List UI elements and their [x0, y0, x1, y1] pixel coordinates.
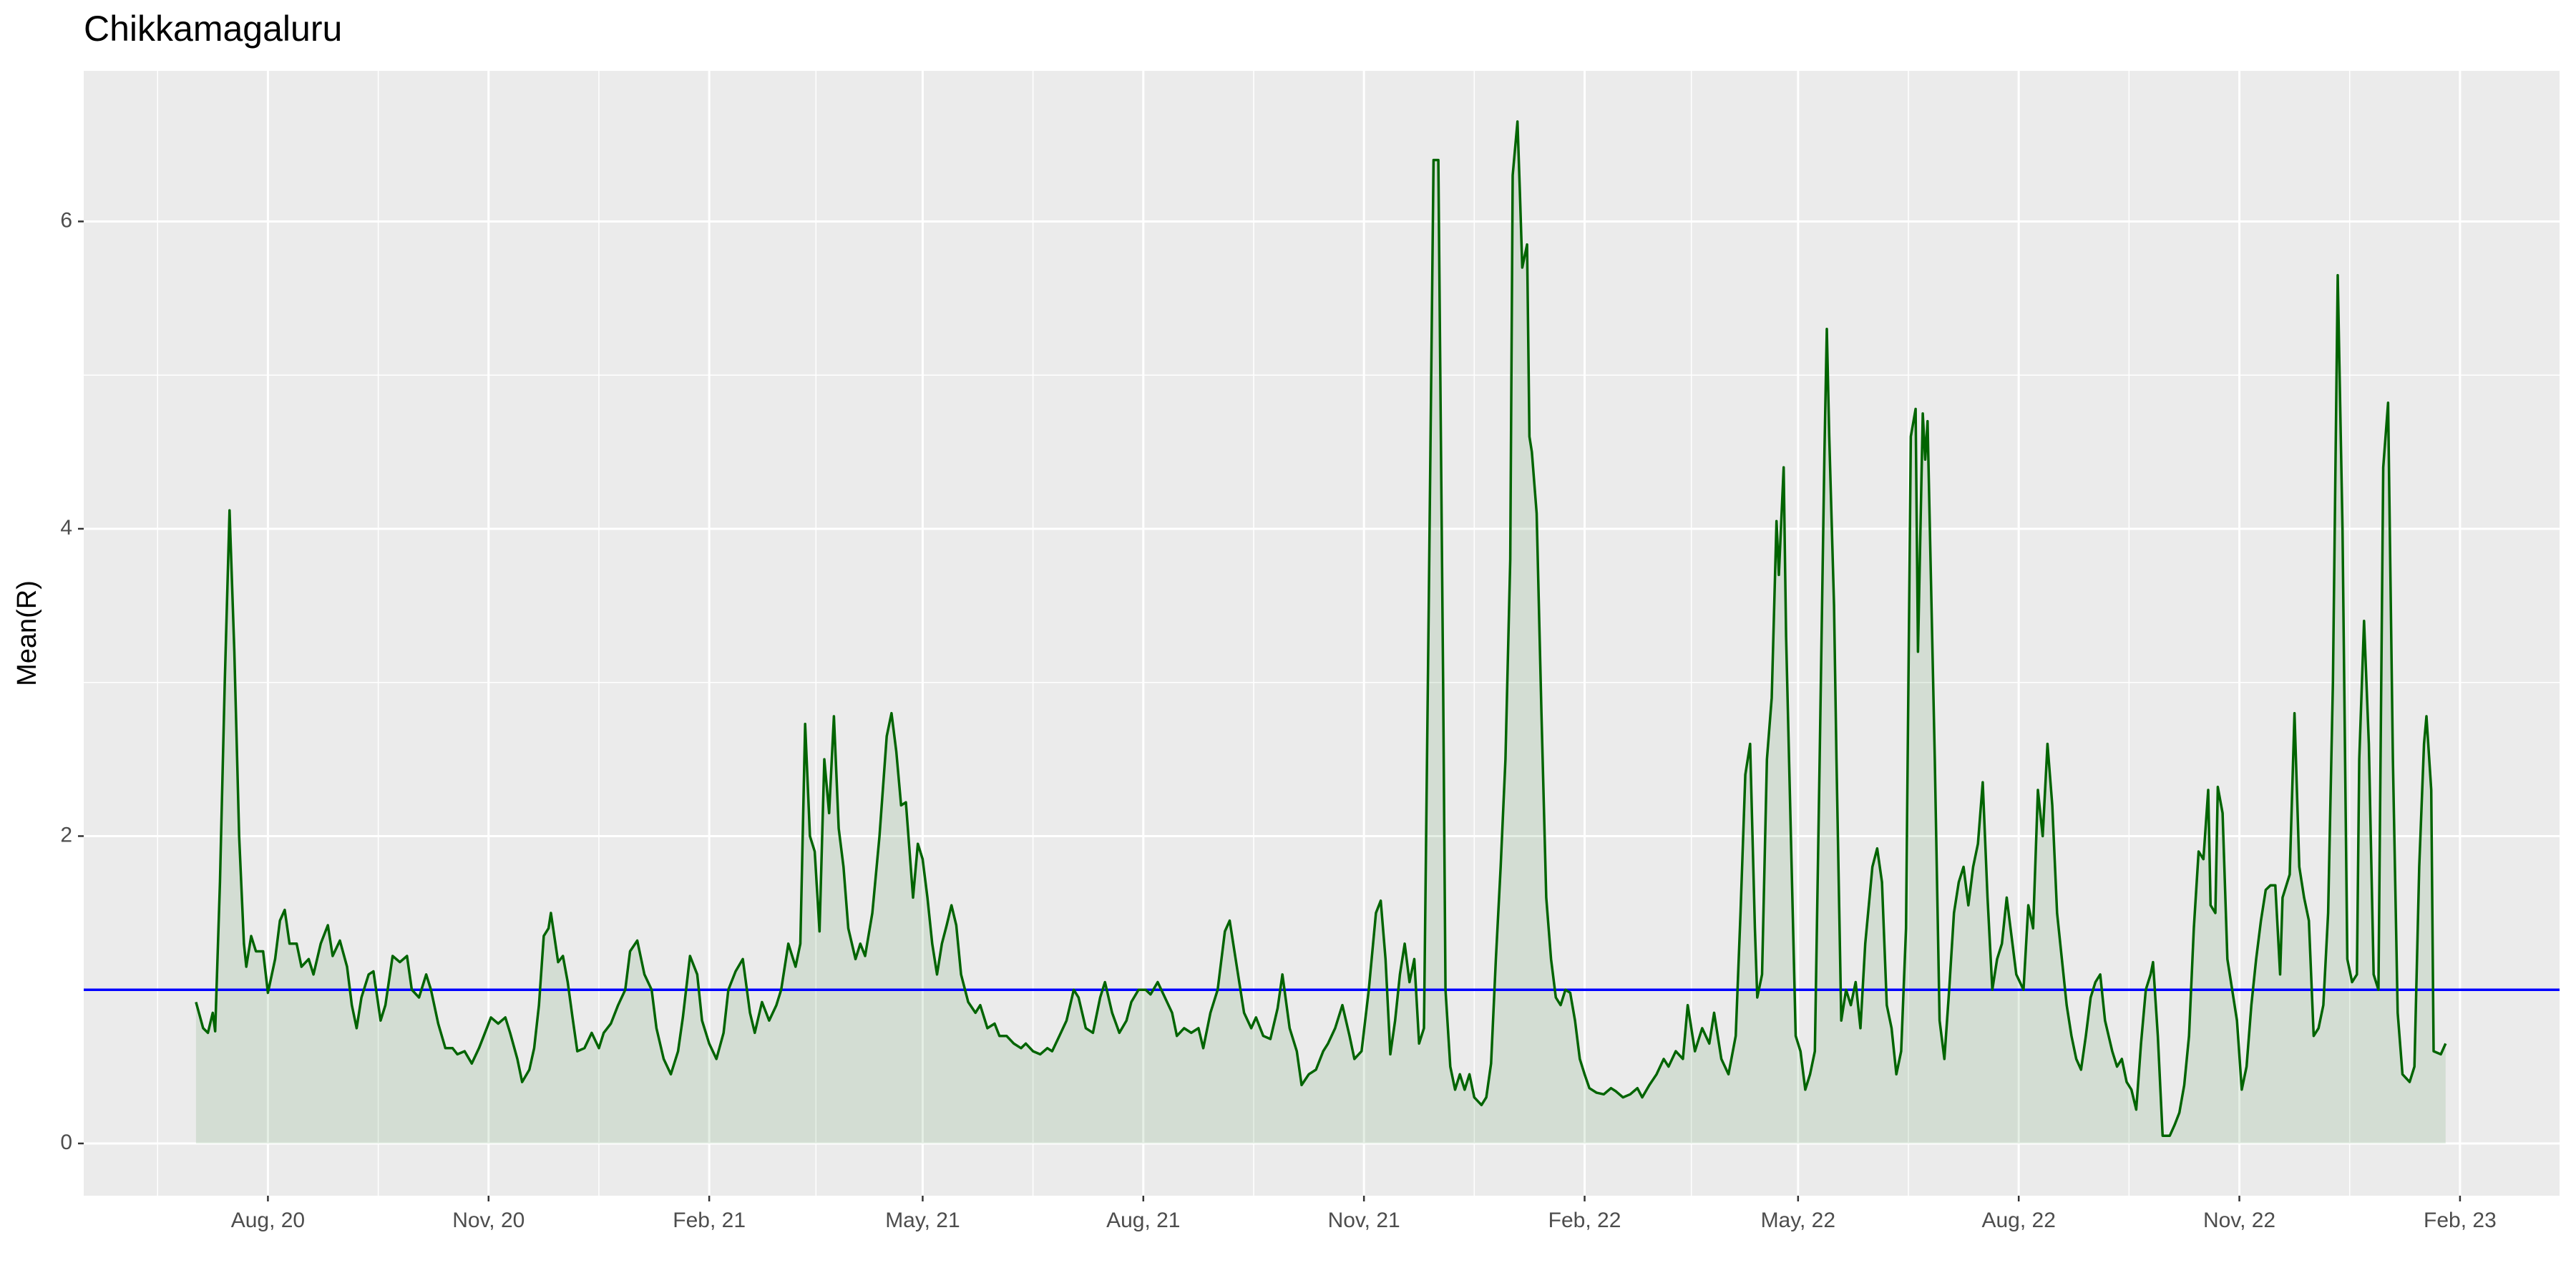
x-tick-label: Nov, 22	[2203, 1209, 2275, 1232]
line	[195, 120, 2447, 1137]
x-tick-label: Aug, 22	[1981, 1209, 2055, 1232]
axes: 0 2 4 6 Aug, 20 Nov, 20 Feb, 21 May, 21 Aug, 21 N…	[60, 208, 2496, 1232]
x-tick-label: Aug, 20	[231, 1209, 305, 1232]
x-tick-label: Nov, 20	[452, 1209, 525, 1232]
x-tick-label: Feb, 22	[1548, 1209, 1621, 1232]
y-tick-label: 0	[60, 1131, 72, 1154]
y-tick-label: 6	[60, 208, 72, 232]
x-tick-label: Nov, 21	[1328, 1209, 1400, 1232]
x-tick-label: May, 21	[885, 1209, 960, 1232]
y-axis-label: Mean(R)	[12, 580, 42, 686]
x-tick-label: Aug, 21	[1106, 1209, 1180, 1232]
y-tick-label: 2	[60, 823, 72, 847]
area	[195, 121, 2446, 1143]
panel	[84, 71, 2560, 1196]
marks	[84, 120, 2560, 1143]
grid	[84, 71, 2560, 1196]
y-tick-label: 4	[60, 516, 72, 540]
chart-title: Chikkamagaluru	[84, 9, 342, 49]
x-tick-label: Feb, 21	[673, 1209, 746, 1232]
x-tick-label: May, 22	[1761, 1209, 1836, 1232]
x-tick-label: Feb, 23	[2424, 1209, 2497, 1232]
